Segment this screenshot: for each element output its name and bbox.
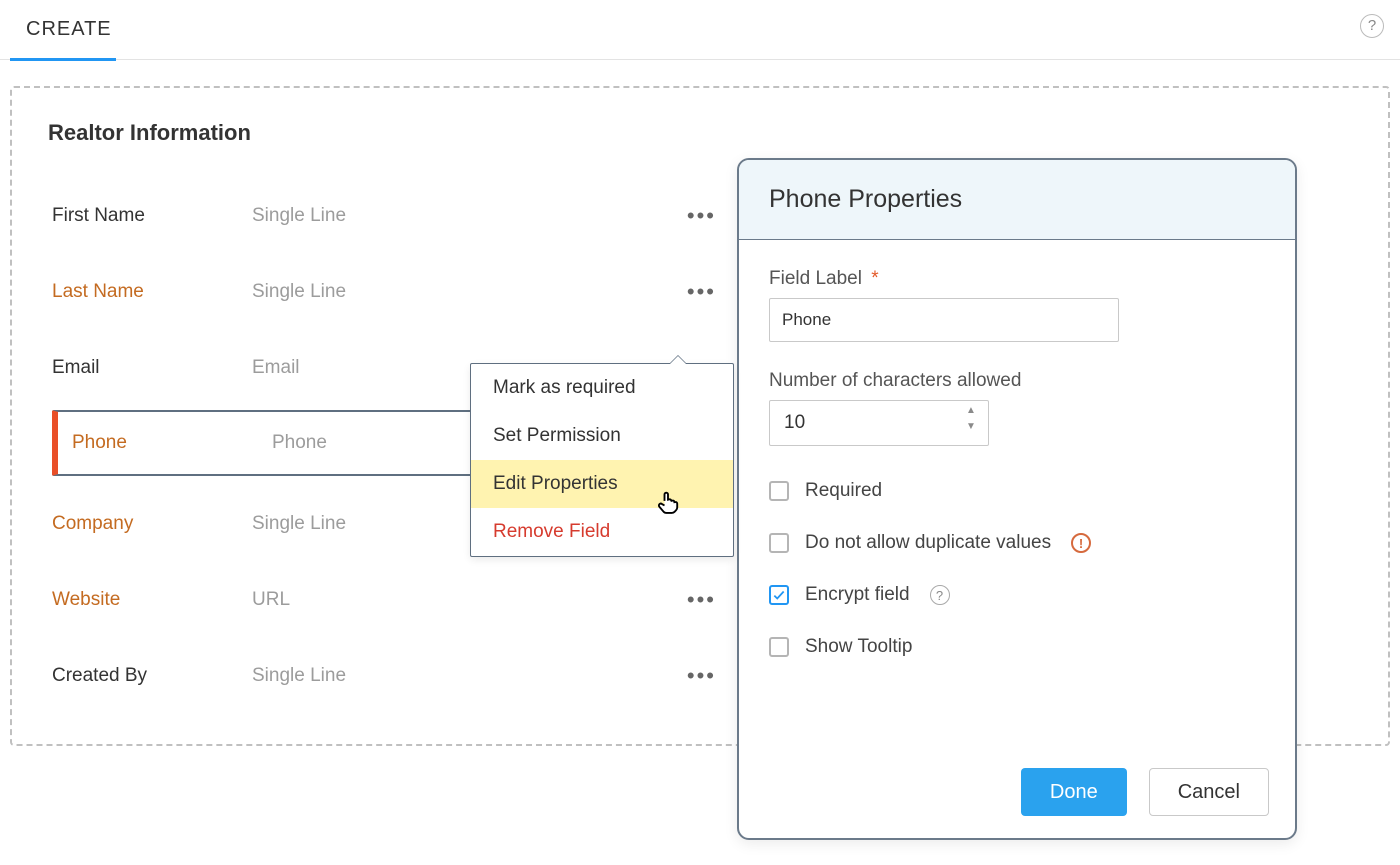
field-label: Email [52, 357, 252, 379]
section-title: Realtor Information [48, 120, 251, 146]
field-row[interactable]: Last NameSingle Line ••• [52, 254, 732, 330]
context-menu-caret [669, 355, 687, 364]
cancel-button[interactable]: Cancel [1149, 768, 1269, 816]
more-icon[interactable]: ••• [687, 589, 716, 611]
field-label: First Name [52, 205, 252, 227]
field-type: Single Line [252, 665, 512, 687]
context-menu-item[interactable]: Mark as required [471, 364, 733, 412]
context-menu-item[interactable]: Remove Field [471, 508, 733, 556]
tooltip-label: Show Tooltip [805, 636, 912, 658]
field-row[interactable]: Created BySingle Line ••• [52, 638, 732, 714]
help-icon[interactable]: ? [1360, 14, 1384, 38]
num-chars-caption: Number of characters allowed [769, 370, 1265, 392]
field-label: Website [52, 589, 252, 611]
done-button[interactable]: Done [1021, 768, 1127, 816]
required-checkbox[interactable] [769, 481, 789, 501]
field-label: Last Name [52, 281, 252, 303]
field-label-caption-text: Field Label [769, 268, 862, 289]
field-type: Single Line [252, 281, 512, 303]
context-menu: Mark as requiredSet PermissionEdit Prope… [470, 363, 734, 557]
stepper-up-icon[interactable]: ▲ [961, 406, 981, 416]
stepper-down-icon[interactable]: ▼ [961, 422, 981, 432]
no-duplicate-checkbox[interactable] [769, 533, 789, 553]
more-icon[interactable]: ••• [687, 281, 716, 303]
field-row[interactable]: WebsiteURL ••• [52, 562, 732, 638]
field-label: Phone [72, 432, 272, 454]
field-type: URL [252, 589, 512, 611]
num-stepper[interactable]: ▲ ▼ [961, 406, 981, 432]
help-badge-icon[interactable]: ? [930, 585, 950, 605]
cursor-icon [654, 488, 682, 516]
field-label-caption: Field Label * [769, 268, 1265, 290]
more-icon[interactable]: ••• [687, 665, 716, 687]
required-label: Required [805, 480, 882, 502]
tab-bar: CREATE ? [0, 0, 1400, 60]
more-icon[interactable]: ••• [687, 205, 716, 227]
num-chars-input[interactable] [769, 400, 989, 446]
field-label: Created By [52, 665, 252, 687]
warning-icon[interactable]: ! [1071, 533, 1091, 553]
tab-create[interactable]: CREATE [26, 18, 112, 41]
tooltip-checkbox[interactable] [769, 637, 789, 657]
field-label-input[interactable] [769, 298, 1119, 342]
required-star-icon: * [871, 268, 878, 289]
tab-underline [10, 58, 116, 61]
context-menu-item[interactable]: Set Permission [471, 412, 733, 460]
field-row[interactable]: First NameSingle Line ••• [52, 178, 732, 254]
context-menu-item[interactable]: Edit Properties [471, 460, 733, 508]
encrypt-checkbox[interactable] [769, 585, 789, 605]
encrypt-label: Encrypt field [805, 584, 910, 606]
panel-title: Phone Properties [739, 160, 1295, 240]
field-type: Single Line [252, 205, 512, 227]
field-label: Company [52, 513, 252, 535]
properties-panel: Phone Properties Field Label * Number of… [737, 158, 1297, 840]
no-duplicate-label: Do not allow duplicate values [805, 532, 1051, 554]
